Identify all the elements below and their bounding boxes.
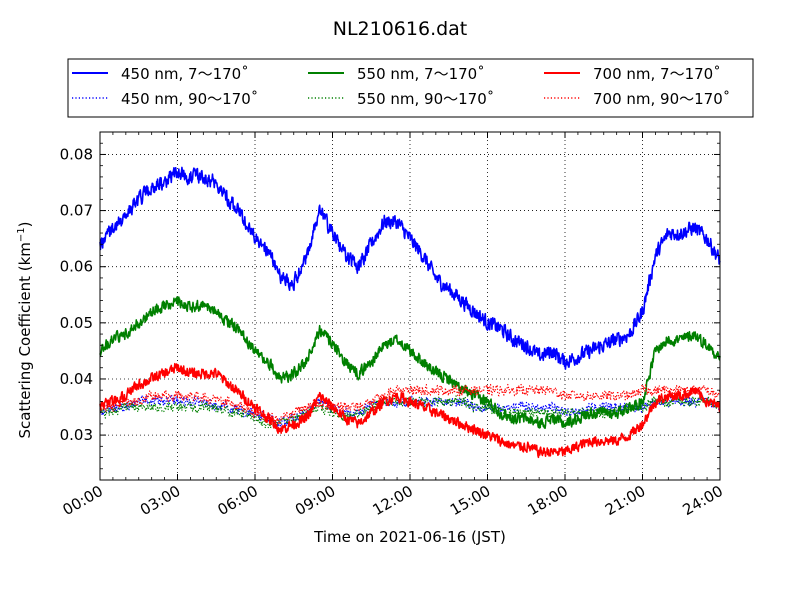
x-tick-label: 12:00 <box>370 482 416 519</box>
y-axis-label: Scattering Coefficient (km−1) <box>16 180 34 480</box>
series-line-0 <box>99 166 721 370</box>
y-tick-label: 0.07 <box>60 202 93 220</box>
y-axis-label-exponent: −1 <box>16 227 27 243</box>
legend-label-5: 700 nm, 90～170˚ <box>593 90 730 108</box>
x-tick-label: 15:00 <box>447 482 493 519</box>
y-tick-label: 0.06 <box>60 258 93 276</box>
legend-label-4: 700 nm, 7～170˚ <box>593 65 721 83</box>
y-tick-label: 0.03 <box>60 426 93 444</box>
x-tick-label: 06:00 <box>215 482 261 519</box>
grid-layer <box>100 132 720 480</box>
y-tick-label: 0.08 <box>60 145 93 163</box>
series-layer <box>99 166 721 459</box>
series-line-4 <box>99 362 721 459</box>
y-axis-label-close: ) <box>16 221 34 228</box>
x-axis-label: Time on 2021-06-16 (JST) <box>314 528 506 546</box>
legend: 450 nm, 7～170˚ 450 nm, 90～170˚ 550 nm, 7～1… <box>67 58 754 118</box>
x-tick-label: 00:00 <box>60 482 106 519</box>
axes-layer: 00:00 03:00 06:00 09:00 12:00 15:00 18:00 21:00… <box>60 131 726 519</box>
legend-label-0: 450 nm, 7～170˚ <box>121 65 249 83</box>
y-tick-label: 0.05 <box>60 314 93 332</box>
legend-label-3: 550 nm, 90～170˚ <box>357 90 494 108</box>
legend-box <box>67 58 754 118</box>
chart-title: NL210616.dat <box>332 18 468 40</box>
y-axis-label-wrap: Scattering Coefficient (km−1) <box>16 180 38 480</box>
x-tick-label: 18:00 <box>525 482 571 519</box>
y-axis-label-text: Scattering Coefficient (km <box>16 242 34 439</box>
series-line-5 <box>99 383 721 425</box>
x-tick-label: 21:00 <box>602 482 648 519</box>
legend-label-2: 550 nm, 7～170˚ <box>357 65 485 83</box>
x-tick-label: 09:00 <box>292 482 338 519</box>
x-tick-label: 24:00 <box>680 482 726 519</box>
y-tick-label: 0.04 <box>60 370 93 388</box>
x-tick-label: 03:00 <box>137 482 183 519</box>
legend-label-1: 450 nm, 90～170˚ <box>121 90 258 108</box>
